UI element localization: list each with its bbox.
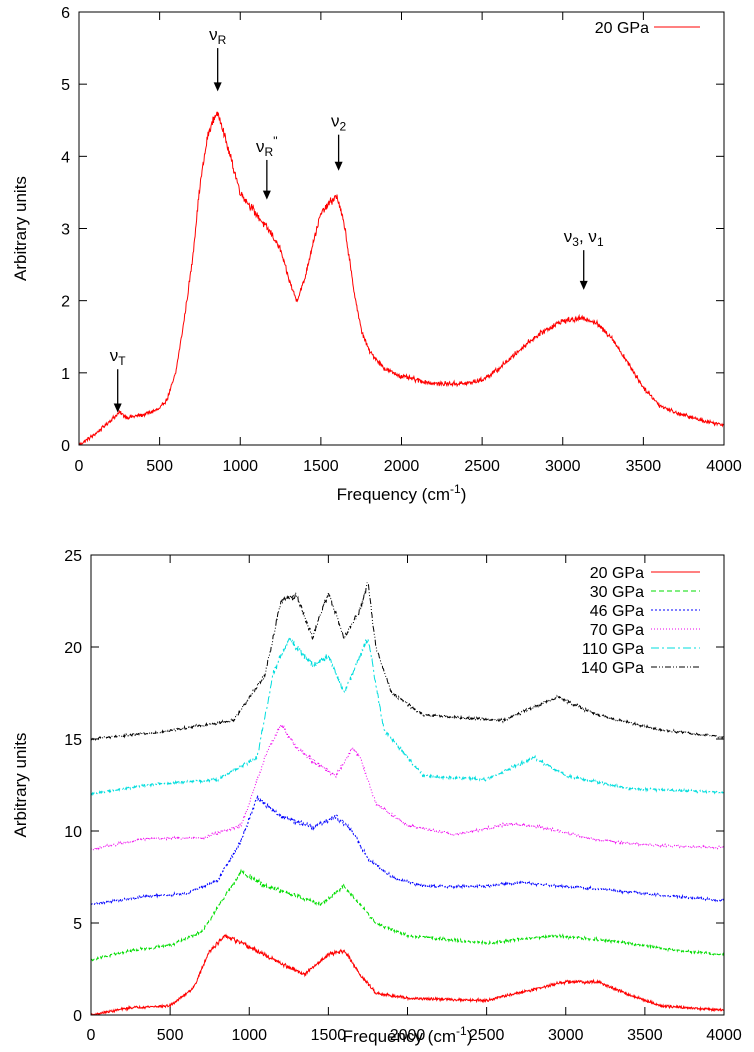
x-axis-label-sup: -1: [456, 1024, 467, 1038]
annotation-symbol: ν: [110, 346, 119, 365]
x-tick-label: 2000: [390, 1027, 426, 1044]
chart-panel-1: 0 500 1000 1500 2000 2500 3000 3500 4000 0 1 2 3 4 5 6 F…: [11, 5, 742, 504]
annotation-symbol: ν: [331, 112, 340, 131]
x-tick-label: 2500: [464, 458, 500, 475]
x-tick-label: 1500: [311, 1027, 347, 1044]
legend-label: 20 GPa: [595, 20, 649, 37]
x-axis-label-close: ): [467, 1027, 473, 1046]
annotation-symbol: ν: [564, 227, 573, 246]
plot-frame: [78, 11, 725, 446]
series-line-46-gpa: [91, 795, 724, 907]
annotation-label: ν2: [331, 112, 347, 134]
x-tick-label: 500: [157, 1027, 184, 1044]
annotation-arrow-head: [334, 161, 343, 171]
series-line-20-gpa: [79, 111, 724, 445]
x-axis-label: Frequency (cm-1): [337, 482, 467, 504]
legend-label: 110 GPa: [582, 641, 644, 658]
x-tick-label: 3500: [626, 458, 662, 475]
x-axis-label-sup: -1: [450, 482, 461, 496]
y-tick-label: 4: [61, 149, 70, 166]
series-line-20-gpa: [91, 933, 724, 1015]
annotation-subscript: 2: [340, 120, 347, 134]
annotation-label: νT: [110, 346, 127, 368]
y-tick-label: 0: [61, 438, 70, 455]
x-tick-label: 2500: [469, 1027, 505, 1044]
x-axis-label-text: Frequency (cm: [337, 485, 450, 504]
y-tick-label: 0: [73, 1008, 82, 1025]
x-axis-label-close: ): [461, 485, 467, 504]
x-axis-label-text: Frequency (cm: [343, 1027, 456, 1046]
x-tick-label: 1000: [231, 1027, 267, 1044]
legend-label: 20 GPa: [590, 565, 644, 582]
annotation-subscript-2: 1: [597, 235, 604, 249]
x-tick-label: 0: [75, 458, 84, 475]
x-axis-label: Frequency (cm-1): [343, 1024, 473, 1046]
legend-label: 46 GPa: [590, 603, 644, 620]
annotation-symbol: ν: [209, 25, 218, 44]
annotation-symbol: ν: [256, 137, 265, 156]
y-tick-label: 10: [64, 824, 82, 841]
annotation-subscript: R: [218, 33, 227, 47]
annotation-arrow-head: [213, 82, 222, 92]
x-tick-label: 4000: [706, 1027, 742, 1044]
annotation-label: νR'': [256, 134, 278, 159]
y-tick-label: 6: [61, 5, 70, 22]
series-line-70-gpa: [91, 723, 724, 851]
x-tick-label: 4000: [706, 458, 742, 475]
y-tick-label: 5: [61, 77, 70, 94]
y-tick-label: 20: [64, 640, 82, 657]
x-tick-label: 500: [146, 458, 173, 475]
y-tick-label: 1: [61, 366, 70, 383]
legend-label: 30 GPa: [590, 584, 644, 601]
x-tick-label: 1000: [222, 458, 258, 475]
series-line-30-gpa: [91, 868, 724, 962]
y-tick-label: 3: [61, 222, 70, 239]
y-axis-label: Arbitrary units: [11, 733, 30, 838]
annotation-arrow-head: [113, 403, 122, 413]
x-tick-label: 1500: [303, 458, 339, 475]
x-tick-label: 2000: [384, 458, 420, 475]
y-tick-label: 5: [73, 916, 82, 933]
chart-panel-2: 0 500 1000 1500 2000 2500 3000 3500 4000 0 5 10 15 20…: [11, 548, 742, 1046]
x-tick-label: 3000: [548, 1027, 584, 1044]
y-axis-label: Arbitrary units: [11, 176, 30, 281]
y-tick-label: 15: [64, 732, 82, 749]
annotation-arrow-head: [579, 280, 588, 290]
legend-label: 70 GPa: [590, 622, 644, 639]
x-tick-label: 3500: [627, 1027, 663, 1044]
annotation-tail: , ν: [579, 227, 597, 246]
legend-label: 140 GPa: [581, 660, 644, 677]
y-tick-label: 2: [61, 294, 70, 311]
x-tick-label: 0: [87, 1027, 96, 1044]
annotation-subscript: 3: [572, 235, 579, 249]
y-tick-label: 25: [64, 548, 82, 565]
x-tick-label: 3000: [545, 458, 581, 475]
annotation-subscript: T: [118, 354, 126, 368]
annotation-subscript: R: [264, 145, 273, 159]
annotation-arrow-head: [262, 190, 271, 200]
series-line-110-gpa: [91, 637, 724, 797]
annotation-label: ν3, ν1: [564, 227, 604, 249]
annotation-label: νR: [209, 25, 227, 47]
annotation-superscript: '': [273, 134, 278, 148]
